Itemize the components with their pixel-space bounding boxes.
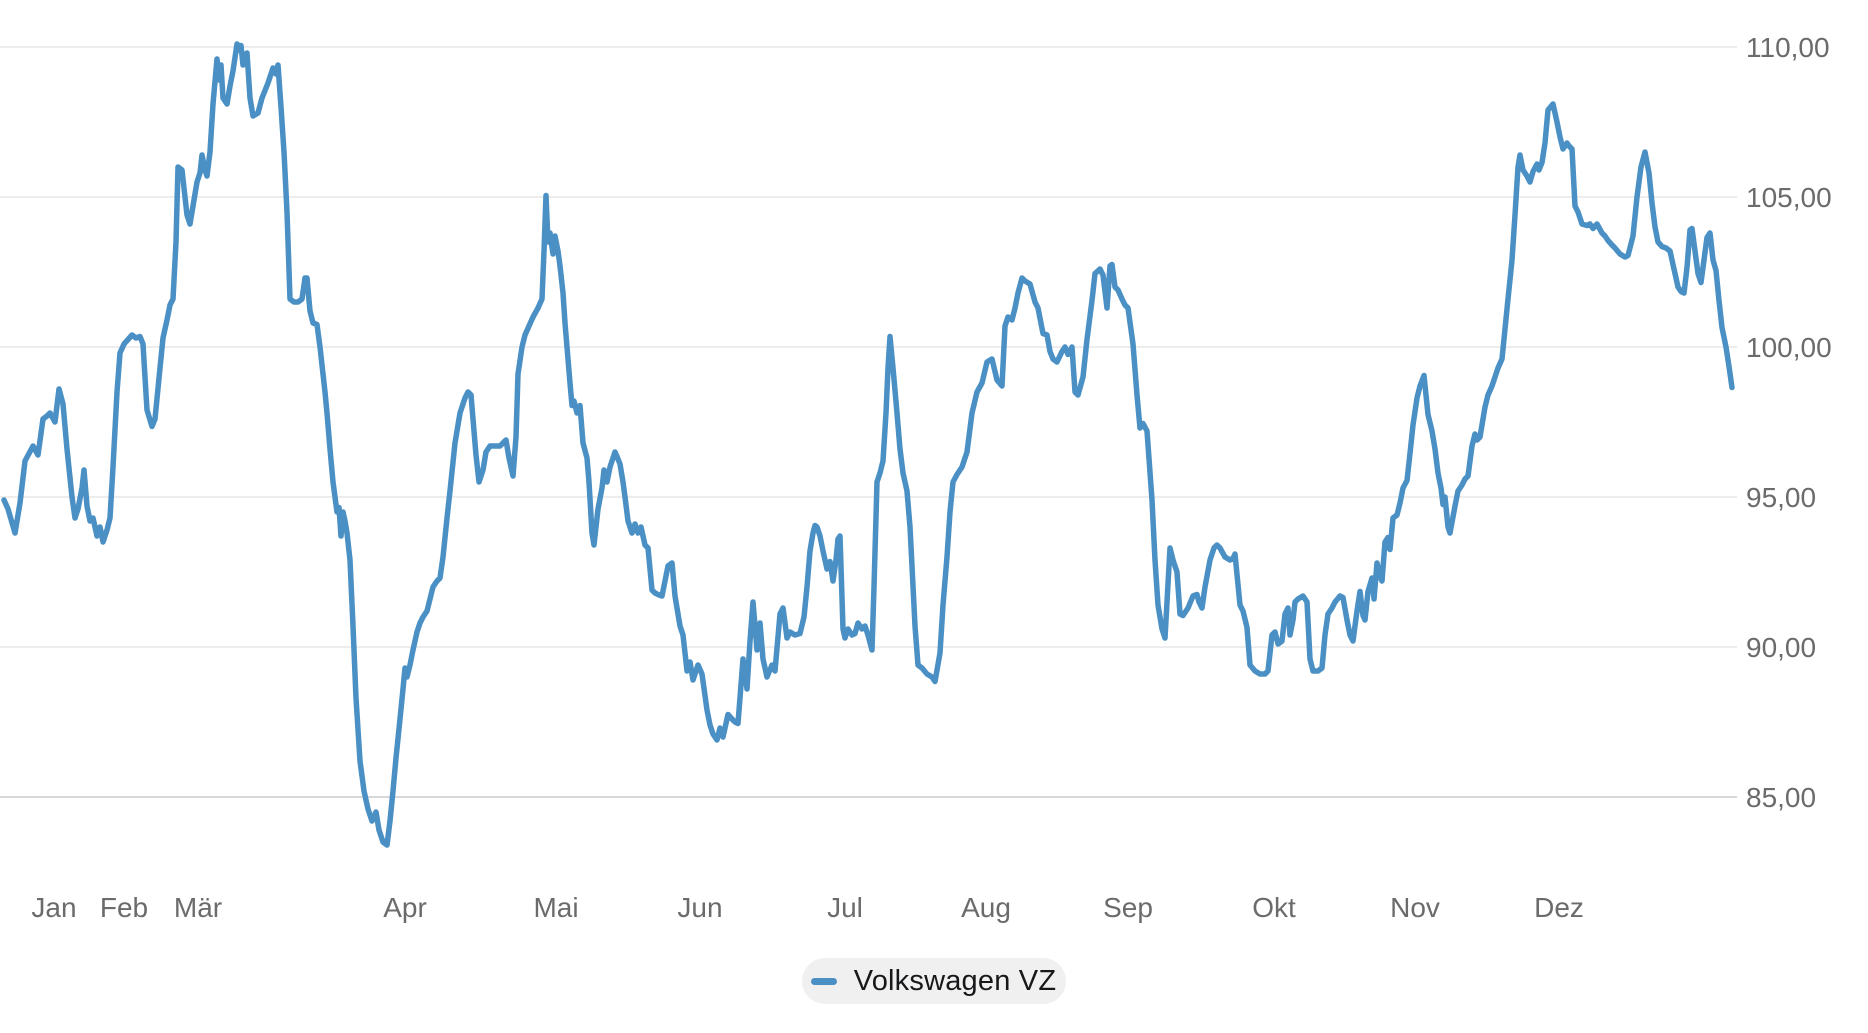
y-axis-label: 105,00	[1746, 182, 1832, 213]
x-axis-label: Okt	[1252, 892, 1296, 923]
x-axis-label: Dez	[1534, 892, 1584, 923]
x-axis-label: Jul	[827, 892, 863, 923]
x-axis-label: Mär	[174, 892, 222, 923]
x-axis-label: Apr	[383, 892, 427, 923]
chart-plot-area: 110,00 105,00 100,00 95,00 90,00 85,00 Jan Feb M…	[0, 32, 1832, 923]
y-axis-label: 85,00	[1746, 782, 1816, 813]
y-axis-label: 100,00	[1746, 332, 1832, 363]
legend-line-marker-icon	[810, 977, 837, 985]
legend-item-label: Volkswagen VZ	[853, 965, 1057, 997]
x-axis-label: Jun	[677, 892, 722, 923]
legend-item-volkswagen-vz[interactable]: Volkswagen VZ	[801, 958, 1067, 1004]
x-axis-label: Feb	[100, 892, 148, 923]
y-axis-label: 95,00	[1746, 482, 1816, 513]
x-axis-label: Sep	[1103, 892, 1153, 923]
x-axis-label: Mai	[533, 892, 578, 923]
y-axis-label: 90,00	[1746, 632, 1816, 663]
x-axis-label: Jan	[31, 892, 76, 923]
x-axis-label: Nov	[1390, 892, 1440, 923]
y-axis-label: 110,00	[1746, 32, 1830, 63]
x-axis-label: Aug	[961, 892, 1011, 923]
price-line-volkswagen-vz	[1, 41, 1735, 848]
legend: Volkswagen VZ	[0, 958, 1868, 1004]
